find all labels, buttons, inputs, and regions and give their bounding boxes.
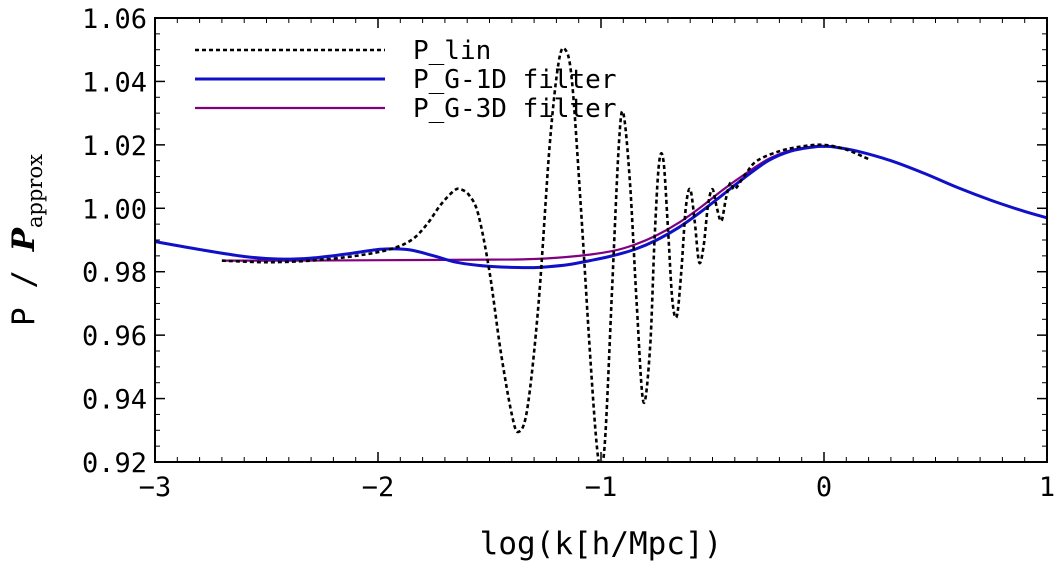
y-tick-label: 1.04	[82, 67, 147, 98]
plot-area: −3 −2 −1 0 1 0.92 0.94 0.96 0.98 1.00 1.02 1.04 1.06	[82, 4, 1055, 503]
y-tick-label: 0.98	[82, 258, 147, 289]
y-axis-label-subscript: approx	[23, 154, 47, 228]
series-layer	[155, 46, 1047, 462]
y-tick-label: 0.94	[82, 385, 147, 416]
y-tick-label: 0.96	[82, 321, 147, 352]
legend-label: P_lin	[413, 36, 491, 66]
series-line-p-g-1d-filter	[155, 144, 1047, 270]
y-axis-label-prefix: P /	[6, 251, 42, 326]
legend-label: P_G-1D filter	[413, 65, 617, 95]
y-axis-label-main: P	[6, 226, 42, 252]
y-tick-label: 1.06	[82, 4, 147, 35]
series-line-p-lin	[221, 46, 870, 462]
x-axis-label: log(k[h/Mpc])	[480, 526, 723, 562]
series-line-p-g-3d-filter	[221, 144, 825, 262]
x-tick-label: 1	[1039, 472, 1055, 503]
x-tick-label: 0	[816, 472, 832, 503]
y-tick-label: 1.00	[82, 194, 147, 225]
ticks-layer: −3 −2 −1 0 1 0.92 0.94 0.96 0.98 1.00 1.02 1.04 1.06	[82, 4, 1055, 503]
y-tick-label: 0.92	[82, 448, 147, 479]
y-axis-label: P / Papprox	[6, 154, 47, 326]
legend-label: P_G-3D filter	[413, 94, 617, 124]
x-tick-label: −1	[585, 472, 618, 503]
x-tick-label: −3	[139, 472, 172, 503]
x-tick-label: −2	[362, 472, 395, 503]
y-tick-label: 1.02	[82, 131, 147, 162]
